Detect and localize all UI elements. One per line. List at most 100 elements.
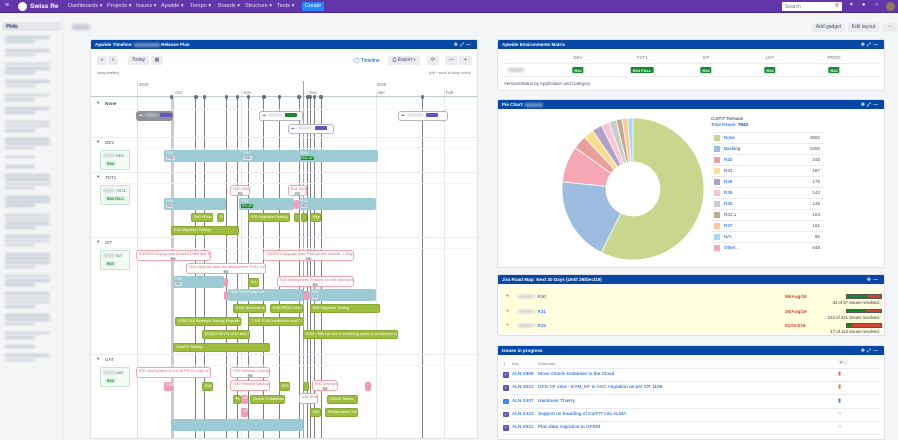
sidebar-item[interactable] <box>5 138 50 141</box>
issue-key[interactable]: ALN-3407 <box>512 398 534 404</box>
timeline-deploy[interactable]: R30 Deployment: Possibly (to be) deploye… <box>276 276 354 287</box>
nav-dashboards[interactable]: Dashboards ▾ <box>68 3 103 9</box>
nav-boards[interactable]: Boards ▾ <box>218 3 241 9</box>
milestone-dot[interactable] <box>235 95 240 99</box>
sidebar-item[interactable] <box>5 283 35 286</box>
timeline-env[interactable]: R34 R3 <box>309 289 376 301</box>
environment-card[interactable]: DEV R34 <box>100 150 130 170</box>
legend-label[interactable]: R27 <box>724 223 733 228</box>
timeline-env[interactable]: R30 PROD Like Env <box>228 289 303 301</box>
sidebar-item[interactable] <box>5 53 35 57</box>
prev-button[interactable]: « <box>97 56 107 65</box>
matrix-version-badge[interactable]: R34 <box>572 67 584 73</box>
lane-toggle-icon[interactable]: ▾ <box>97 356 100 361</box>
sidebar-item[interactable] <box>5 331 50 335</box>
sidebar-item[interactable] <box>5 358 35 362</box>
timeline-deploy[interactable]: R30 Deployment on top of PROD copy of DW… <box>135 367 211 378</box>
timeline-task[interactable]: [R30] EVM FN 2019 test: Switchover <box>201 329 251 339</box>
nav-structure[interactable]: Structure ▾ <box>245 3 273 9</box>
timeline-pinkf[interactable] <box>223 277 229 287</box>
timeline-env[interactable]: R33 R3 <box>298 198 376 210</box>
lane-toggle-icon[interactable]: ▾ <box>97 174 100 179</box>
sidebar-item[interactable] <box>5 111 35 114</box>
legend-label[interactable]: R31.1 <box>724 212 737 217</box>
milestone-dot[interactable] <box>420 95 425 99</box>
timeline-task[interactable] <box>300 212 307 222</box>
pie-slice-na[interactable] <box>627 117 634 163</box>
timeline-pinkf[interactable] <box>364 381 372 391</box>
timeline-task[interactable]: [R30] SDI Strategic Testing: Reporting a… <box>175 316 242 326</box>
sidebar-item[interactable] <box>5 243 35 247</box>
gadget-controls-icon[interactable]: ✥⤢— <box>860 41 880 48</box>
timeline-task[interactable]: Oracle Tables <box>327 394 358 404</box>
timeline-env[interactable]: R30 R3 <box>173 276 224 288</box>
sidebar-item[interactable] <box>5 40 35 43</box>
issue-key[interactable]: ALN-2423 <box>512 411 534 417</box>
help-icon[interactable]: ● <box>862 2 866 8</box>
milestone-dot[interactable] <box>246 95 251 99</box>
timeline-task[interactable]: DWD <box>201 381 213 391</box>
environment-card[interactable]: TST1 R33 FULL <box>100 185 130 205</box>
pie-slice-backlog[interactable] <box>561 181 622 253</box>
lane-toggle-icon[interactable]: ▾ <box>97 239 100 244</box>
next-button[interactable]: » <box>108 56 118 65</box>
sidebar-item[interactable] <box>5 274 50 278</box>
sidebar-item[interactable] <box>5 196 50 199</box>
timeline-task[interactable]: R30 PROD Like Env <box>270 303 303 313</box>
timeline-task[interactable]: DWH <box>217 212 224 222</box>
timeline-env[interactable]: R34 R34 UP <box>298 150 378 162</box>
timeline-task[interactable]: DWH/Reporting <box>190 212 213 222</box>
timeline-deploy[interactable]: R30/R29 Deployment (shared DWH and Repor… <box>135 250 211 261</box>
sidebar-item[interactable] <box>5 124 50 128</box>
sidebar-item[interactable] <box>5 213 50 217</box>
timeline-deploy[interactable]: R31 DeploymentR3 <box>287 185 308 196</box>
legend-label[interactable]: None <box>724 135 735 140</box>
version-link[interactable]: : R31 <box>535 308 546 314</box>
timeline-task[interactable]: EVM - Will run one 3 remaining cycles in… <box>303 329 398 339</box>
refresh-icon[interactable]: ⟳ <box>427 56 439 65</box>
timeline-task[interactable]: Migra <box>309 212 321 222</box>
sidebar-item-active[interactable]: Ph4s <box>2 22 61 31</box>
col-key[interactable]: Key <box>512 361 519 366</box>
sidebar-item[interactable] <box>5 142 50 145</box>
gadget-controls-icon[interactable]: ✥— <box>866 276 880 283</box>
col-type[interactable]: T <box>503 361 506 366</box>
sidebar-item[interactable] <box>5 67 50 70</box>
sidebar-item[interactable] <box>5 296 50 300</box>
timeline-task[interactable]: R30 L <box>278 381 290 391</box>
lane-toggle-icon[interactable]: ▾ <box>97 139 100 144</box>
col-priority[interactable]: P ↓ <box>838 360 849 365</box>
sidebar-item[interactable] <box>5 71 35 74</box>
timeline-task[interactable]: MACS <box>309 407 321 417</box>
search-input[interactable]: Search ⚲ <box>782 2 842 11</box>
timeline-card[interactable]: ☁ <box>287 124 334 134</box>
timeline-pinkf[interactable]: UP <box>241 407 248 417</box>
zoom-in-button[interactable]: + <box>459 56 472 65</box>
matrix-version-badge[interactable]: R33 <box>764 67 776 73</box>
calendar-icon[interactable]: ▦ <box>151 56 163 65</box>
sidebar-item[interactable] <box>5 49 50 52</box>
issue-key[interactable]: ALN-3021 <box>512 385 534 391</box>
more-button[interactable]: ··· <box>883 23 897 32</box>
sidebar-item[interactable] <box>5 226 35 229</box>
timeline-deploy[interactable]: R30 DeploymentR3 <box>311 380 339 391</box>
legend-label[interactable]: N/A <box>724 234 732 239</box>
issue-summary[interactable]: Handover Thierry <box>538 398 575 404</box>
gadget-controls-icon[interactable]: ✥⤢— <box>860 347 880 354</box>
sidebar-item[interactable] <box>5 314 50 317</box>
environment-card[interactable]: SIT R33 <box>100 250 130 270</box>
timeline-env[interactable]: R31 R31 <box>241 150 299 162</box>
timeline-card[interactable]: ☁ <box>135 111 174 121</box>
timeline-task[interactable]: DataFix Testing <box>173 342 270 352</box>
issue-key[interactable]: ALN-2921 <box>512 425 534 431</box>
sidebar-item[interactable] <box>5 322 35 326</box>
version-link[interactable]: : R30 <box>535 294 546 299</box>
sidebar-item[interactable] <box>5 165 35 168</box>
logo-text[interactable]: Swiss Re <box>30 2 59 10</box>
add-gadget-button[interactable]: Add gadget <box>812 23 845 32</box>
sidebar-item[interactable] <box>5 239 50 243</box>
timeline-env[interactable]: R31 R3 UP <box>239 198 295 210</box>
issue-summary[interactable]: Support on boarding of CorFIT into ALMA <box>538 411 627 417</box>
lane-name[interactable]: None <box>105 100 117 106</box>
sidebar-item[interactable] <box>5 345 35 348</box>
